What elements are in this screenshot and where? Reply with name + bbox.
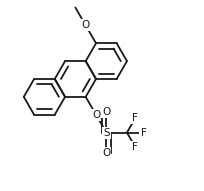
- Text: O: O: [102, 148, 110, 158]
- Text: S: S: [102, 128, 109, 138]
- Text: O: O: [102, 107, 110, 117]
- Text: F: F: [132, 142, 137, 152]
- Text: F: F: [132, 113, 137, 123]
- Text: F: F: [140, 128, 146, 138]
- Text: O: O: [81, 20, 89, 30]
- Text: O: O: [91, 110, 100, 120]
